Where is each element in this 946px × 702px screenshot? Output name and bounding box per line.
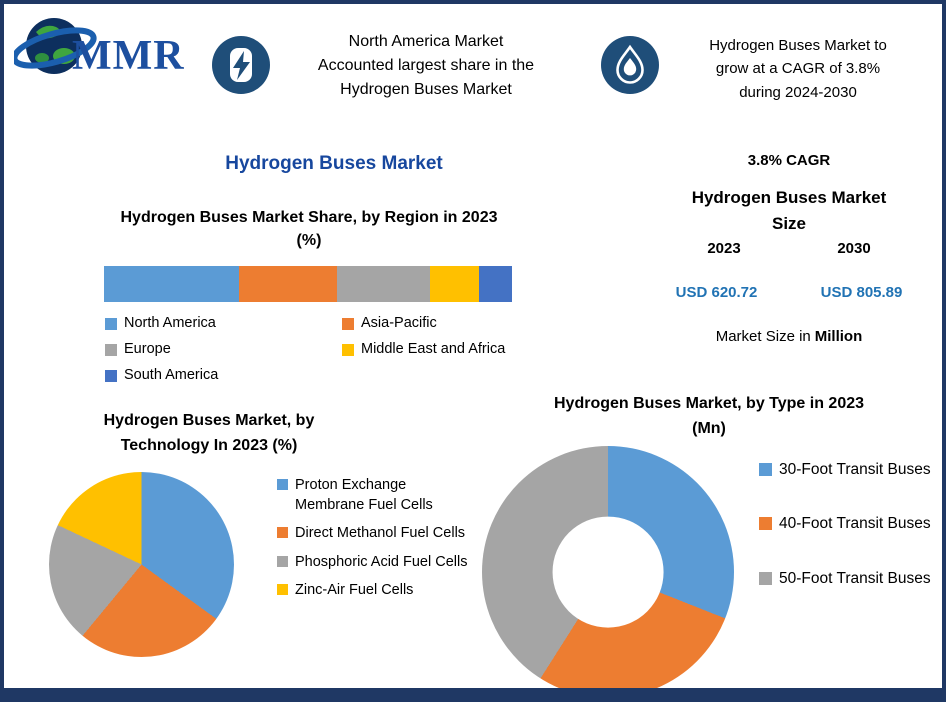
legend-swatch — [342, 318, 354, 330]
legend-item: Zinc-Air Fuel Cells — [277, 581, 473, 601]
legend-swatch — [759, 463, 772, 476]
callout-line: grow at a CAGR of 3.8% — [715, 60, 881, 78]
bar-segment — [336, 266, 431, 302]
legend-label: Middle East and Africa — [361, 341, 506, 357]
legend-item: South America — [105, 367, 342, 383]
mmr-logo: MMR — [11, 8, 214, 90]
legend-swatch — [759, 571, 772, 585]
legend-label: North America — [124, 315, 216, 331]
legend-item: 40-Foot Transit Buses — [759, 513, 941, 535]
legend-item: Europe — [105, 341, 342, 357]
legend-item: Middle East and Africa — [342, 341, 525, 357]
legend-swatch — [759, 517, 772, 531]
bar-segment — [104, 266, 239, 302]
value-2030: USD 805.89 — [820, 284, 903, 301]
legend-label: Direct Methanol Fuel Cells — [295, 525, 466, 542]
callout-line: Hydrogen Buses Market — [340, 81, 512, 98]
bottom-border-bar — [4, 688, 942, 698]
cagr-label: 3.8% CAGR — [747, 152, 831, 169]
legend-swatch — [277, 555, 288, 567]
callout-line: during 2024-2030 — [739, 83, 857, 101]
value-2023: USD 620.72 — [675, 284, 758, 301]
technology-chart-title: Hydrogen Buses Market, by Technology In … — [103, 412, 315, 454]
callout-north-america: North America Market Accounted largest s… — [280, 30, 572, 102]
legend-item: Proton Exchange Membrane Fuel Cells — [277, 476, 473, 515]
technology-legend: Proton Exchange Membrane Fuel Cells Direc… — [277, 476, 473, 601]
legend-item: North America — [105, 315, 342, 331]
legend-label: South America — [124, 367, 219, 383]
legend-swatch — [277, 527, 288, 539]
bar-segment — [238, 266, 337, 302]
legend-item: Direct Methanol Fuel Cells — [277, 524, 473, 544]
callout-cagr: Hydrogen Buses Market to grow at a CAGR … — [666, 34, 930, 104]
lightning-icon — [212, 36, 270, 94]
market-size-years: 2023 2030 — [659, 240, 919, 257]
page-title: Hydrogen Buses Market — [225, 153, 443, 174]
legend-label: Asia-Pacific — [361, 315, 437, 331]
market-size-note: Market Size in Million — [659, 328, 919, 345]
legend-item: 50-Foot Transit Buses — [759, 568, 941, 590]
legend-swatch — [105, 370, 117, 382]
year-2023: 2023 — [707, 240, 741, 257]
technology-pie-chart — [49, 472, 234, 657]
year-2030: 2030 — [837, 240, 871, 257]
legend-label: 30-Foot Transit Buses — [779, 461, 931, 478]
region-stacked-bar-chart — [104, 266, 512, 302]
region-chart-title: Hydrogen Buses Market Share, by Region i… — [120, 209, 498, 250]
type-donut-chart — [482, 446, 734, 698]
legend-item: Asia-Pacific — [342, 315, 525, 331]
legend-label: Phosphoric Acid Fuel Cells — [295, 553, 468, 570]
legend-label: Proton Exchange Membrane Fuel Cells — [295, 477, 433, 513]
market-size-values: USD 620.72 USD 805.89 — [644, 284, 934, 301]
flame-icon — [601, 36, 659, 94]
legend-item: Phosphoric Acid Fuel Cells — [277, 553, 473, 573]
region-legend: North America Asia-Pacific Europe Middle Ea… — [105, 315, 525, 383]
legend-swatch — [277, 584, 288, 596]
legend-swatch — [277, 479, 288, 490]
legend-swatch — [105, 318, 117, 330]
legend-item: 30-Foot Transit Buses — [759, 459, 941, 481]
callout-line: North America Market — [348, 33, 504, 50]
note-unit: Million — [814, 328, 863, 345]
type-chart-title: Hydrogen Buses Market, by Type in 2023 (… — [553, 395, 865, 437]
legend-label: 50-Foot Transit Buses — [779, 569, 931, 587]
legend-label: Europe — [124, 341, 171, 357]
legend-swatch — [342, 344, 354, 356]
type-legend: 30-Foot Transit Buses 40-Foot Transit Bus… — [759, 459, 941, 590]
globe-icon — [11, 18, 97, 74]
note-prefix: Market Size in — [715, 328, 811, 345]
callout-line: Accounted largest share in the — [317, 57, 535, 74]
callout-line: Hydrogen Buses Market to — [709, 37, 887, 54]
legend-swatch — [105, 344, 117, 356]
donut-hole — [552, 516, 664, 628]
bar-segment — [479, 266, 512, 302]
logo-text: MMR — [72, 33, 185, 79]
bar-segment — [430, 266, 480, 302]
legend-label: 40-Foot Transit Buses — [779, 515, 931, 533]
market-size-title: Hydrogen Buses Market Size — [691, 188, 887, 234]
legend-label: Zinc-Air Fuel Cells — [295, 582, 414, 599]
